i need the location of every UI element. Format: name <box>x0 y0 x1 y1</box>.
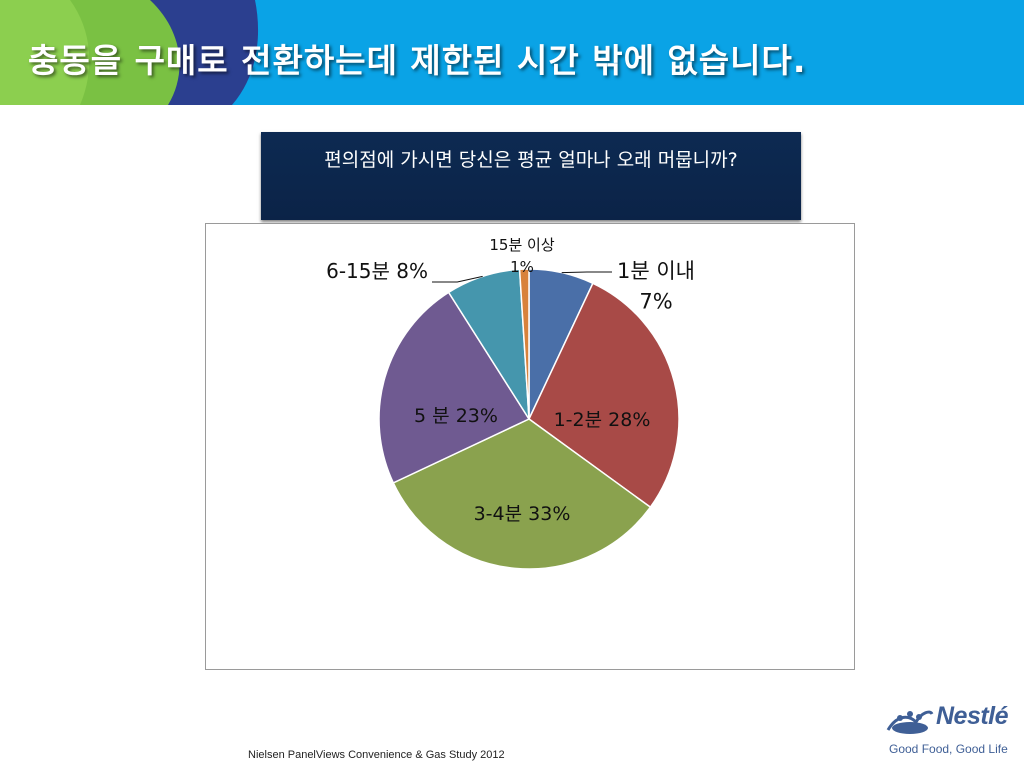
slice-label-4: 5 분 23% <box>414 405 498 427</box>
page-title: 충동을 구매로 전환하는데 제한된 시간 밖에 없습니다. <box>28 41 807 80</box>
brand-name: Nestlé <box>936 702 1009 730</box>
brand-tagline: Good Food, Good Life <box>889 742 1008 756</box>
slice-label-5: 6-15분 8% <box>326 259 428 283</box>
nest-birds-icon <box>886 710 934 734</box>
pie-slice-3 <box>392 418 652 570</box>
header-background <box>0 0 1024 105</box>
pie-slice-6 <box>518 268 530 420</box>
header-banner: 충동을 구매로 전환하는데 제한된 시간 밖에 없습니다. <box>0 0 1024 105</box>
leader-line-1 <box>561 271 612 274</box>
nestle-logo: Nestlé Good Food, Good Life <box>886 700 1009 760</box>
leader-line-5 <box>432 275 483 283</box>
slice-label-3: 3-4분 33% <box>474 503 571 525</box>
pie-chart: 1분 이내 7% 1-2분 28% 3-4분 33% 5 분 23% 6-15분 8% 15… <box>326 236 695 570</box>
question-box: 편의점에 가시면 당신은 평균 얼마나 오래 머뭅니까? <box>261 132 801 220</box>
source-citation: Nielsen PanelViews Convenience & Gas Stu… <box>248 749 505 761</box>
question-text: 편의점에 가시면 당신은 평균 얼마나 오래 머뭅니까? <box>324 149 738 171</box>
chart-frame: 1분 이내 7% 1-2분 28% 3-4분 33% 5 분 23% 6-15분 8% 15… <box>205 223 855 670</box>
header-lightgreen-shape <box>0 0 90 105</box>
slice-label-2: 1-2분 28% <box>554 409 651 431</box>
pie-slice-2 <box>528 282 680 509</box>
slice-label-1: 1분 이내 7% <box>617 259 695 313</box>
pie-slice-4 <box>378 291 531 484</box>
slice-label-6: 15분 이상 1% <box>489 236 554 276</box>
